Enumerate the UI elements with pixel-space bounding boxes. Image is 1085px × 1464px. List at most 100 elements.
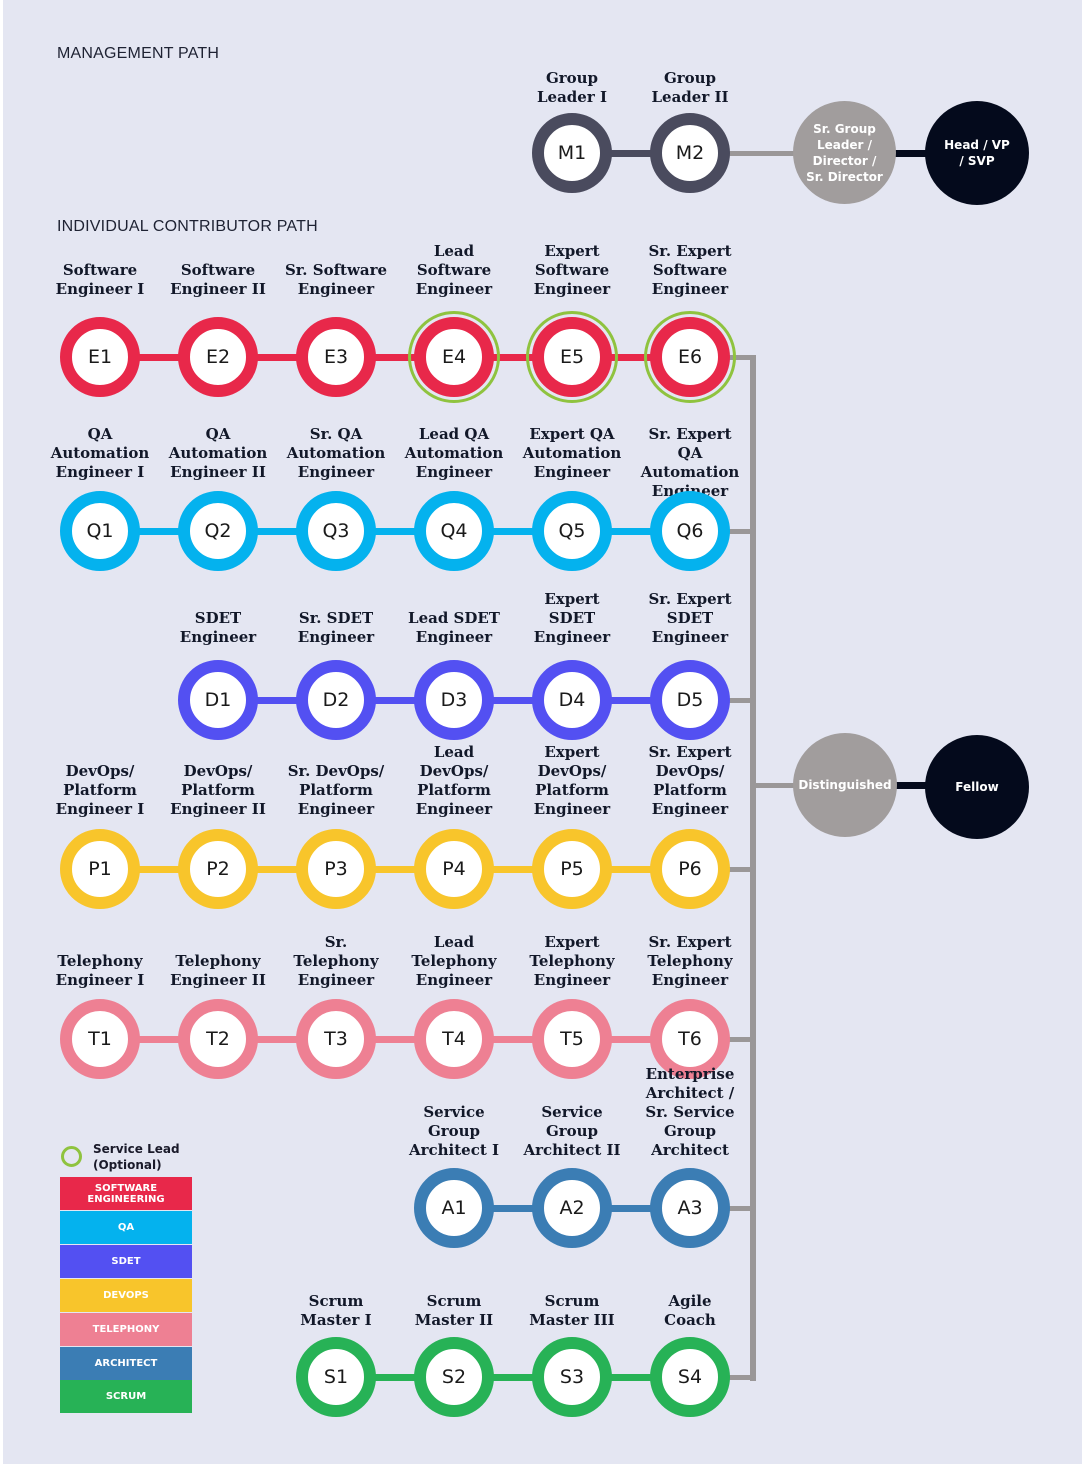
level-label-p4: Lead DevOps/ Platform Engineer xyxy=(415,743,493,818)
level-node-p6[interactable]: P6 xyxy=(650,829,730,909)
level-label-d2: Sr. SDET Engineer xyxy=(297,609,375,646)
level-node-s2[interactable]: S2 xyxy=(414,1337,494,1417)
head-vp-svp-node[interactable]: Head / VP / SVP xyxy=(925,101,1029,205)
level-node-e3[interactable]: E3 xyxy=(296,317,376,397)
level-node-e2[interactable]: E2 xyxy=(178,317,258,397)
level-label-e3: Sr. Software Engineer xyxy=(284,261,388,298)
row-connector-qa xyxy=(100,528,690,535)
level-node-d5[interactable]: D5 xyxy=(650,660,730,740)
level-node-t1[interactable]: T1 xyxy=(60,999,140,1079)
level-node-e4[interactable]: E4 xyxy=(414,317,494,397)
management-label-m2: Group Leader II xyxy=(651,69,729,106)
service-lead-ring-icon xyxy=(61,1146,82,1167)
management-label-m1: Group Leader I xyxy=(537,69,607,106)
level-node-t4[interactable]: T4 xyxy=(414,999,494,1079)
level-node-e5[interactable]: E5 xyxy=(532,317,612,397)
level-node-s1[interactable]: S1 xyxy=(296,1337,376,1417)
level-label-q6: Sr. Expert QA Automation Engineer xyxy=(640,425,740,500)
level-node-a3[interactable]: A3 xyxy=(650,1168,730,1248)
level-label-q4: Lead QA Automation Engineer xyxy=(404,425,504,481)
level-label-t2: Telephony Engineer II xyxy=(170,952,266,989)
level-node-d2[interactable]: D2 xyxy=(296,660,376,740)
level-label-t4: Lead Telephony Engineer xyxy=(411,933,497,989)
legend-software_engineering: SOFTWARE ENGINEERING xyxy=(60,1177,192,1210)
level-label-p5: Expert DevOps/ Platform Engineer xyxy=(533,743,611,818)
row-connector-telephony xyxy=(100,1036,690,1043)
management-node-m2[interactable]: M2 xyxy=(650,113,730,193)
level-label-t6: Sr. Expert Telephony Engineer xyxy=(647,933,733,989)
management-connector-senior-head xyxy=(845,150,978,157)
legend-devops: DEVOPS xyxy=(60,1278,192,1312)
level-node-q2[interactable]: Q2 xyxy=(178,491,258,571)
management-connector-m2-senior xyxy=(690,151,845,156)
level-node-e1[interactable]: E1 xyxy=(60,317,140,397)
service-lead-ring-e5 xyxy=(526,311,618,403)
level-label-t3: Sr. Telephony Engineer xyxy=(293,933,379,989)
management-connector-m1-m2 xyxy=(572,150,690,157)
legend-sdet: SDET xyxy=(60,1244,192,1278)
level-label-q3: Sr. QA Automation Engineer xyxy=(286,425,386,481)
level-node-e6[interactable]: E6 xyxy=(650,317,730,397)
level-node-q1[interactable]: Q1 xyxy=(60,491,140,571)
row-connector-scrum xyxy=(336,1374,690,1381)
service-lead-ring-e4 xyxy=(408,311,500,403)
level-label-p1: DevOps/ Platform Engineer I xyxy=(55,762,145,818)
level-node-a2[interactable]: A2 xyxy=(532,1168,612,1248)
level-label-p2: DevOps/ Platform Engineer II xyxy=(170,762,266,818)
level-label-e5: Expert Software Engineer xyxy=(533,242,611,298)
ic-spine-connector xyxy=(750,355,756,1381)
level-label-s4: Agile Coach xyxy=(664,1292,716,1329)
level-node-p1[interactable]: P1 xyxy=(60,829,140,909)
legend-architect: ARCHITECT xyxy=(60,1346,192,1380)
level-node-t3[interactable]: T3 xyxy=(296,999,376,1079)
level-node-p4[interactable]: P4 xyxy=(414,829,494,909)
level-label-e2: Software Engineer II xyxy=(170,261,266,298)
level-label-e1: Software Engineer I xyxy=(55,261,145,298)
level-node-p2[interactable]: P2 xyxy=(178,829,258,909)
level-node-s3[interactable]: S3 xyxy=(532,1337,612,1417)
legend-qa: QA xyxy=(60,1210,192,1244)
level-label-e6: Sr. Expert Software Engineer xyxy=(648,242,732,298)
management-path-title: MANAGEMENT PATH xyxy=(57,45,220,62)
level-label-d3: Lead SDET Engineer xyxy=(408,609,500,646)
level-node-q3[interactable]: Q3 xyxy=(296,491,376,571)
legend-scrum: SCRUM xyxy=(60,1380,192,1414)
level-node-d1[interactable]: D1 xyxy=(178,660,258,740)
level-label-a1: Service Group Architect I xyxy=(408,1103,500,1159)
level-label-d4: Expert SDET Engineer xyxy=(533,590,611,646)
level-label-p3: Sr. DevOps/ Platform Engineer xyxy=(287,762,385,818)
level-node-t5[interactable]: T5 xyxy=(532,999,612,1079)
level-label-q5: Expert QA Automation Engineer xyxy=(522,425,622,481)
legend-telephony: TELEPHONY xyxy=(60,1312,192,1346)
level-label-d1: SDET Engineer xyxy=(179,609,257,646)
level-node-p5[interactable]: P5 xyxy=(532,829,612,909)
legend-service-lead-label: Service Lead (Optional) xyxy=(93,1142,180,1172)
level-label-p6: Sr. Expert DevOps/ Platform Engineer xyxy=(648,743,732,818)
level-label-a3: Enterprise Architect / Sr. Service Group… xyxy=(645,1065,735,1159)
level-node-s4[interactable]: S4 xyxy=(650,1337,730,1417)
level-label-s1: Scrum Master I xyxy=(300,1292,372,1329)
level-node-q6[interactable]: Q6 xyxy=(650,491,730,571)
management-node-m1[interactable]: M1 xyxy=(532,113,612,193)
level-label-q1: QA Automation Engineer I xyxy=(50,425,150,481)
level-node-a1[interactable]: A1 xyxy=(414,1168,494,1248)
distinguished-node[interactable]: Distinguished xyxy=(793,733,897,837)
career-path-diagram: MANAGEMENT PATH INDIVIDUAL CONTRIBUTOR P… xyxy=(3,0,1082,1464)
row-connector-software_engineering xyxy=(100,354,690,361)
fellow-node[interactable]: Fellow xyxy=(925,735,1029,839)
level-node-q4[interactable]: Q4 xyxy=(414,491,494,571)
individual-contributor-path-title: INDIVIDUAL CONTRIBUTOR PATH xyxy=(57,218,318,235)
senior-director-node[interactable]: Sr. Group Leader / Director / Sr. Direct… xyxy=(793,101,896,204)
level-node-d4[interactable]: D4 xyxy=(532,660,612,740)
level-label-s2: Scrum Master II xyxy=(414,1292,494,1329)
level-node-t2[interactable]: T2 xyxy=(178,999,258,1079)
level-node-d3[interactable]: D3 xyxy=(414,660,494,740)
level-node-q5[interactable]: Q5 xyxy=(532,491,612,571)
level-label-t5: Expert Telephony Engineer xyxy=(529,933,615,989)
row-connector-devops xyxy=(100,866,690,873)
level-label-q2: QA Automation Engineer II xyxy=(168,425,268,481)
level-label-s3: Scrum Master III xyxy=(529,1292,615,1329)
level-label-e4: Lead Software Engineer xyxy=(415,242,493,298)
level-label-d5: Sr. Expert SDET Engineer xyxy=(648,590,732,646)
level-node-p3[interactable]: P3 xyxy=(296,829,376,909)
